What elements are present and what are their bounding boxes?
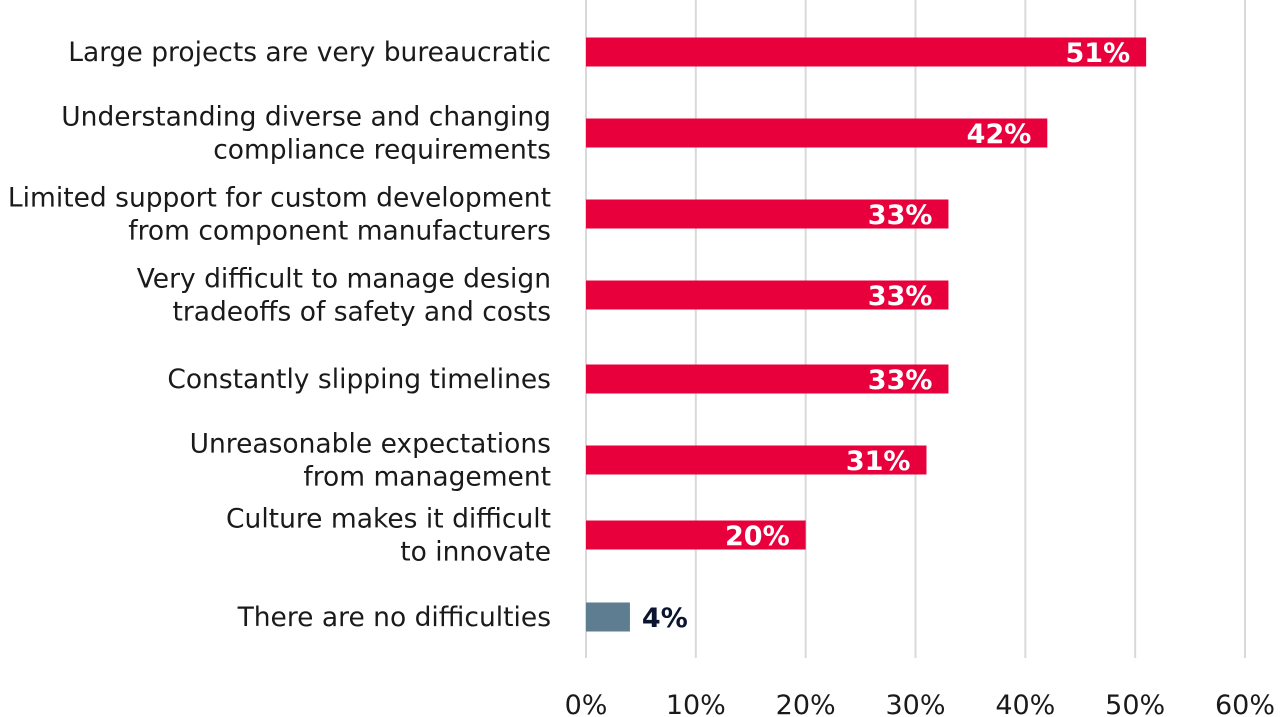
data-label: 33% [868,281,933,312]
bar [586,445,927,475]
data-label: 42% [967,119,1032,150]
data-label: 33% [868,365,933,396]
x-tick-label: 50% [1105,690,1165,717]
category-label-line: Unreasonable expectations [190,429,551,460]
bar [586,118,1048,148]
bar [586,280,949,310]
category-label-line: Limited support for custom development [8,183,551,214]
data-label: 33% [868,200,933,231]
data-label: 20% [725,521,790,552]
category-label: There are no difficulties [237,602,551,633]
category-label: Constantly slipping timelines [167,364,551,395]
category-label-line: Constantly slipping timelines [167,364,551,395]
category-label-line: There are no difficulties [237,602,551,633]
data-label: 31% [846,446,911,477]
bar [586,37,1147,67]
data-label: 51% [1066,38,1131,69]
value-labels: 51% 42% 33% 33% 33% 31% 20% 4% [642,38,1130,634]
x-tick-label: 20% [776,690,836,717]
category-label: Unreasonable expectations from management [190,429,551,493]
bar [586,520,806,550]
category-label-line: to innovate [400,537,551,568]
x-tick-label: 60% [1215,690,1275,717]
grid-lines [585,0,1246,658]
data-label: 4% [642,603,688,634]
category-label-line: from management [303,462,551,493]
category-label-line: compliance requirements [213,135,551,166]
x-axis-tick-labels: 0% 10% 20% 30% 40% 50% 60% [565,690,1275,717]
bar [586,199,949,229]
bar [586,364,949,394]
x-tick-label: 0% [565,690,608,717]
x-tick-label: 40% [995,690,1055,717]
bar [586,602,630,632]
category-label-line: Large projects are very bureaucratic [68,37,551,68]
category-label-line: Understanding diverse and changing [61,102,551,133]
x-tick-label: 30% [885,690,945,717]
category-labels: Large projects are very bureaucratic Unde… [8,37,551,633]
category-label-line: Very difficult to manage design [137,264,551,295]
category-label: Limited support for custom development fr… [8,183,551,247]
category-label: Understanding diverse and changing compli… [61,102,551,166]
x-tick-label: 10% [666,690,726,717]
category-label-line: Culture makes it difficult [226,504,551,535]
bars [586,37,1147,632]
category-label-line: from component manufacturers [128,216,551,247]
category-label-line: tradeoffs of safety and costs [172,297,551,328]
category-label: Very difficult to manage design tradeoffs… [137,264,551,328]
category-label: Culture makes it difficult to innovate [226,504,551,568]
category-label: Large projects are very bureaucratic [68,37,551,68]
